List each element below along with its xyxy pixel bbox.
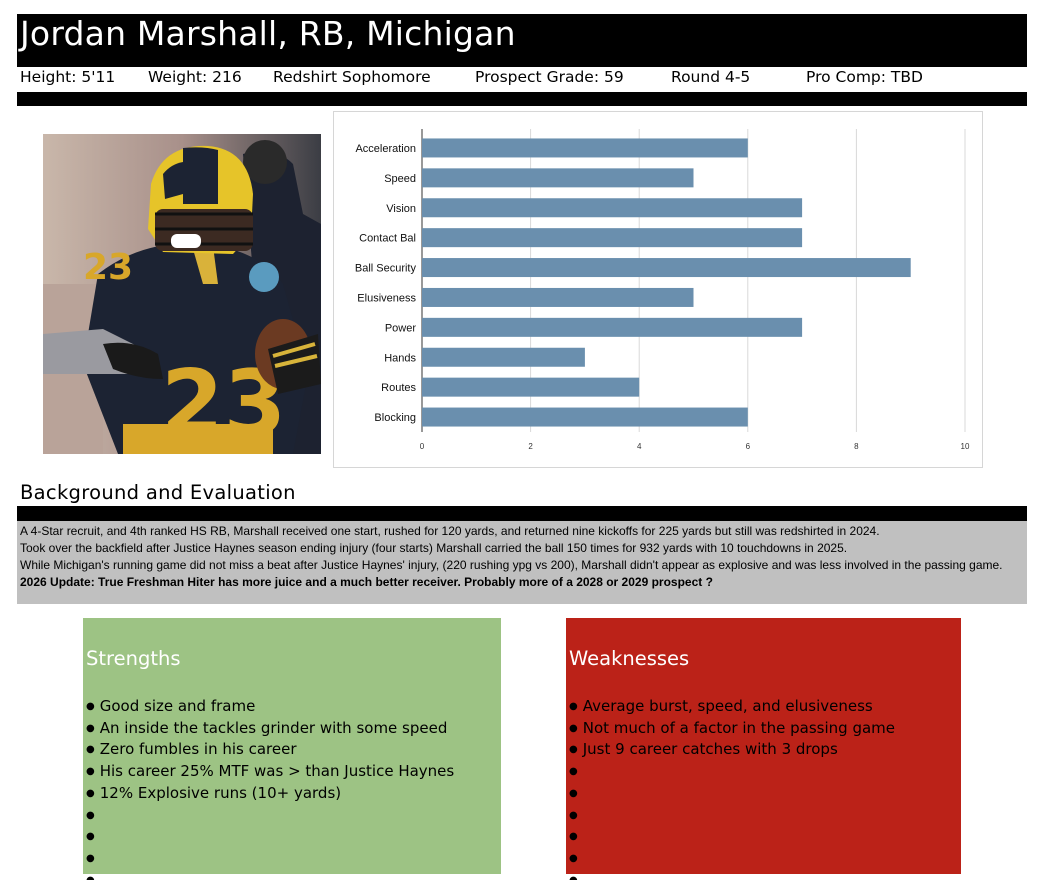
strengths-title: Strengths (86, 647, 181, 670)
bar (422, 347, 585, 367)
weight-stat: Weight: 216 (148, 68, 242, 86)
weaknesses-title: Weaknesses (569, 647, 690, 670)
list-item (86, 805, 501, 827)
player-photo: 23 23 (43, 134, 321, 454)
bar (422, 377, 640, 397)
strengths-list: Good size and frame An inside the tackle… (86, 696, 501, 880)
list-item (569, 870, 961, 880)
category-label: Speed (384, 173, 416, 185)
stats-row: Height: 5'11 Weight: 216 Redshirt Sophom… (20, 68, 1026, 90)
list-item (86, 870, 501, 880)
bar (422, 198, 803, 218)
category-label: Ball Security (355, 263, 417, 275)
svg-text:23: 23 (83, 247, 133, 288)
category-label: Power (385, 322, 417, 334)
bar (422, 407, 748, 427)
list-item: His career 25% MTF was > than Justice Ha… (86, 761, 501, 783)
list-item (569, 783, 961, 805)
list-item: Not much of a factor in the passing game (569, 718, 961, 740)
category-label: Acceleration (355, 143, 416, 155)
list-item: Average burst, speed, and elusiveness (569, 696, 961, 718)
title-bar (17, 14, 1027, 66)
background-paragraph: While Michigan's running game did not mi… (20, 558, 1003, 572)
background-paragraph: A 4-Star recruit, and 4th ranked HS RB, … (20, 524, 880, 538)
category-label: Blocking (374, 412, 416, 424)
bar (422, 287, 694, 307)
x-tick-label: 0 (420, 442, 425, 451)
stats-divider (17, 66, 1027, 67)
background-update: 2026 Update: True Freshman Hiter has mor… (20, 575, 713, 589)
bar (422, 258, 911, 278)
category-label: Hands (384, 352, 416, 364)
strengths-panel: Strengths Good size and frame An inside … (83, 618, 501, 874)
list-item: An inside the tackles grinder with some … (86, 718, 501, 740)
category-label: Vision (386, 203, 416, 215)
x-tick-label: 10 (961, 442, 970, 451)
background-heading: Background and Evaluation (20, 481, 296, 504)
list-item: 12% Explosive runs (10+ yards) (86, 783, 501, 805)
x-tick-label: 6 (746, 442, 751, 451)
height-stat: Height: 5'11 (20, 68, 116, 86)
category-label: Contact Bal (359, 233, 416, 245)
weaknesses-list: Average burst, speed, and elusiveness No… (569, 696, 961, 880)
attribute-chart-svg: 0 2 4 6 8 10 Acceleration Speed Vision Contact Ba… (355, 129, 970, 451)
bar (422, 317, 803, 337)
round-stat: Round 4-5 (671, 68, 751, 86)
list-item: Zero fumbles in his career (86, 739, 501, 761)
attribute-chart: 0 2 4 6 8 10 Acceleration Speed Vision Contact Ba… (333, 111, 983, 468)
background-bar (17, 506, 1027, 521)
list-item (86, 848, 501, 870)
bar (422, 168, 694, 188)
list-item (569, 761, 961, 783)
list-item (569, 826, 961, 848)
x-tick-label: 2 (528, 442, 533, 451)
list-item (569, 805, 961, 827)
bar (422, 138, 748, 158)
list-item: Just 9 career catches with 3 drops (569, 739, 961, 761)
x-tick-label: 8 (854, 442, 859, 451)
list-item: Good size and frame (86, 696, 501, 718)
bar (422, 228, 803, 248)
background-paragraph: Took over the backfield after Justice Ha… (20, 541, 848, 555)
pro-comp-stat: Pro Comp: TBD (806, 68, 923, 86)
list-item (569, 848, 961, 870)
category-label: Elusiveness (357, 292, 416, 304)
weaknesses-panel: Weaknesses Average burst, speed, and elu… (566, 618, 961, 874)
background-box: A 4-Star recruit, and 4th ranked HS RB, … (17, 521, 1027, 604)
player-title: Jordan Marshall, RB, Michigan (20, 14, 516, 53)
class-stat: Redshirt Sophomore (273, 68, 431, 86)
list-item (86, 826, 501, 848)
x-tick-label: 4 (637, 442, 642, 451)
category-label: Routes (381, 382, 416, 394)
grade-stat: Prospect Grade: 59 (475, 68, 624, 86)
stats-bar (17, 92, 1027, 106)
